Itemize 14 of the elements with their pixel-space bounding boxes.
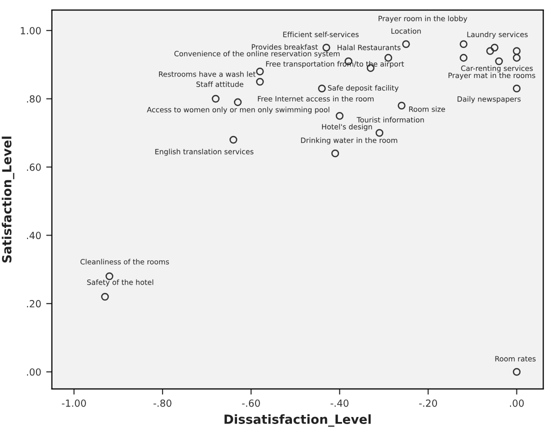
x-tick-label: -.40 [330, 400, 348, 407]
x-tick-label: -.20 [419, 400, 438, 407]
y-tick-label: 1.00 [20, 26, 41, 34]
x-tick-label: -.60 [242, 400, 260, 407]
y-tick-label: .60 [27, 164, 41, 171]
x-axis-title: Dissatisfaction_Level [224, 414, 371, 427]
x-tick-label: .00 [510, 400, 524, 407]
x-tick-label: -1.00 [62, 400, 86, 407]
y-tick-label: .40 [27, 232, 41, 240]
y-tick-label: .20 [27, 300, 41, 308]
x-tick-label: -.80 [154, 400, 172, 407]
y-tick-label: .00 [27, 368, 41, 376]
y-axis-title: Satisfaction_Level [2, 136, 14, 262]
y-tick-label: .80 [27, 95, 41, 103]
